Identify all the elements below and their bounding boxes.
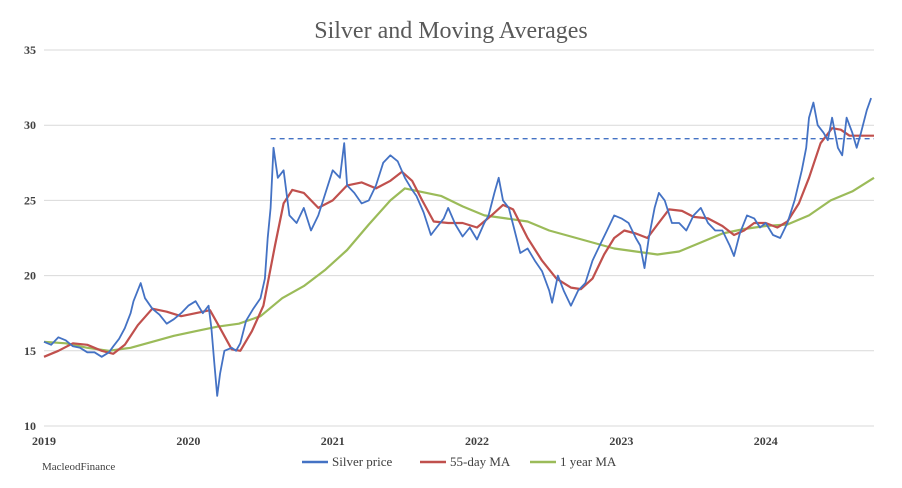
y-tick-label: 35	[24, 43, 36, 57]
legend: Silver price 55-day MA 1 year MA	[302, 454, 617, 469]
y-tick-label: 30	[24, 118, 36, 132]
y-tick-label: 25	[24, 193, 36, 207]
series-group	[43, 97, 875, 397]
y-tick-label: 15	[24, 344, 36, 358]
x-tick-label: 2020	[176, 434, 200, 448]
x-axis-ticks: 2019 2020 2021 2022 2023 2024	[32, 434, 778, 448]
legend-label: 55-day MA	[450, 454, 511, 469]
y-tick-label: 10	[24, 419, 36, 433]
x-tick-label: 2022	[465, 434, 489, 448]
gridlines	[44, 49, 874, 427]
x-tick-label: 2023	[609, 434, 633, 448]
legend-label: 1 year MA	[560, 454, 617, 469]
x-tick-label: 2024	[754, 434, 778, 448]
y-tick-label: 20	[24, 269, 36, 283]
series-line-silver-price	[43, 97, 872, 397]
x-tick-label: 2019	[32, 434, 56, 448]
legend-label: Silver price	[332, 454, 393, 469]
source-watermark: MacleodFinance	[42, 461, 115, 473]
chart-title: Silver and Moving Averages	[314, 18, 588, 44]
y-axis-ticks: 10 15 20 25 30 35	[24, 43, 36, 433]
series-line-1-year-ma	[43, 176, 875, 352]
series-line-55-day-ma	[43, 127, 874, 358]
x-tick-label: 2021	[321, 434, 345, 448]
